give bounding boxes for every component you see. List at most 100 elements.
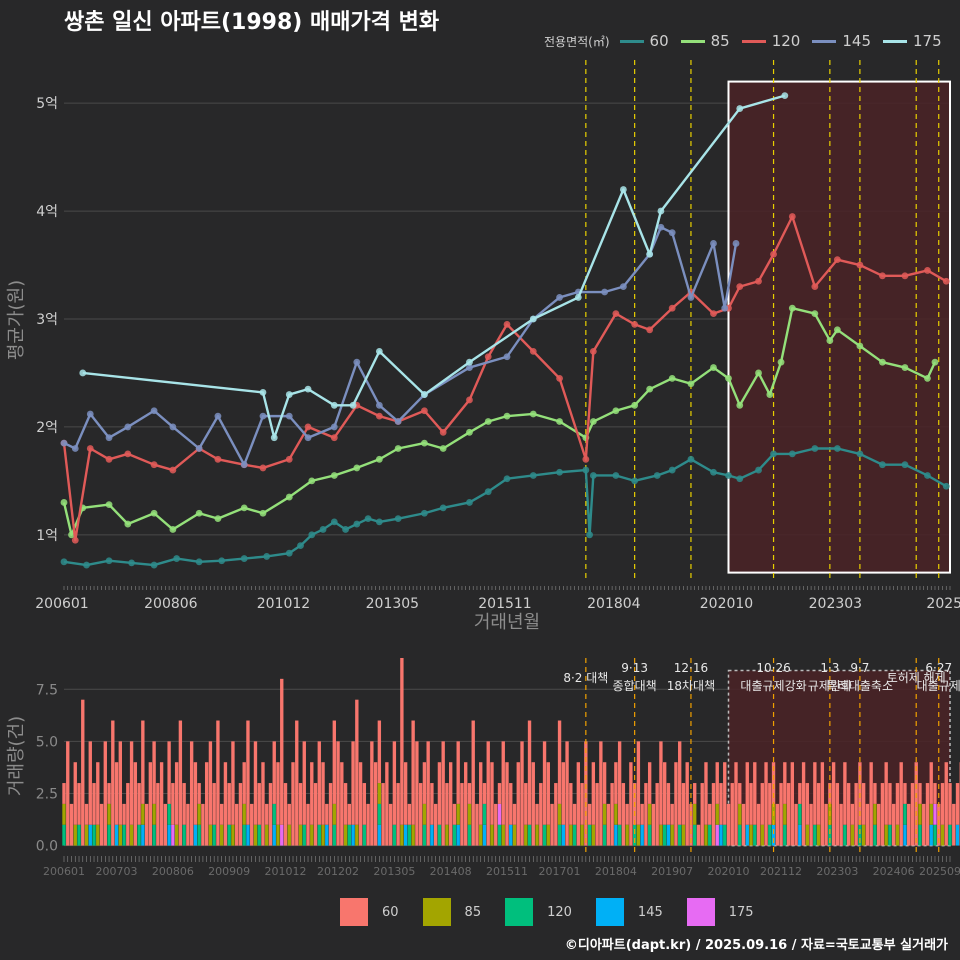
volume-bar [512, 824, 517, 846]
volume-bar [647, 803, 652, 825]
volume-bar [884, 762, 888, 825]
volume-bar [557, 824, 562, 846]
data-point-175 [375, 347, 383, 355]
y-tick-label: 0.0 [36, 839, 58, 855]
policy-label: 18차대책 [667, 678, 715, 693]
data-point-145 [150, 407, 158, 415]
data-point-60 [421, 509, 428, 517]
bottom-legend-item-85: 85 [422, 898, 481, 926]
data-point-85 [755, 369, 762, 377]
volume-bar [625, 803, 629, 825]
volume-bar [227, 824, 231, 846]
volume-bar [471, 720, 475, 846]
data-point-120 [466, 396, 473, 404]
data-point-60 [653, 472, 661, 479]
data-point-60 [811, 445, 819, 452]
volume-bar [681, 783, 686, 825]
data-point-120 [901, 272, 909, 280]
volume-bar [783, 762, 787, 804]
volume-bar [156, 783, 160, 846]
data-point-120 [285, 455, 293, 463]
data-point-60 [687, 455, 695, 463]
volume-bar [775, 803, 779, 846]
volume-bar [77, 824, 81, 846]
volume-bar [366, 803, 370, 846]
volume-bar [377, 803, 382, 825]
volume-bar [843, 762, 847, 825]
data-point-60 [285, 549, 293, 557]
data-point-60 [364, 515, 372, 523]
volume-bar [482, 824, 487, 846]
volume-bar [332, 720, 336, 804]
volume-bar [497, 783, 502, 804]
series-line-85 [62, 307, 937, 537]
volume-bar [415, 741, 419, 846]
data-point-85 [68, 531, 75, 539]
volume-bar [167, 803, 171, 825]
series-line-145 [63, 226, 738, 466]
data-point-120 [668, 304, 676, 312]
volume-bar [753, 824, 757, 846]
volume-bar [681, 824, 686, 846]
data-point-175 [619, 186, 627, 193]
data-point-85 [330, 472, 338, 479]
volume-bar [392, 741, 397, 825]
data-point-145 [732, 240, 740, 247]
volume-bar [636, 824, 641, 846]
data-point-145 [304, 434, 312, 442]
volume-bar [621, 783, 626, 846]
volume-bar [126, 783, 130, 846]
data-point-145 [394, 418, 402, 425]
volume-bar [99, 803, 104, 846]
volume-bar [287, 803, 291, 825]
volume-bar [310, 762, 314, 825]
volume-bar [152, 741, 156, 804]
data-point-60 [725, 472, 732, 479]
data-point-85 [60, 499, 68, 506]
data-point-175 [349, 401, 357, 409]
policy-label: 특례대출축소 [827, 679, 893, 693]
top-legend-label: 85 [710, 32, 730, 50]
x-tick-label: 201305 [373, 865, 415, 878]
volume-bar [118, 824, 122, 846]
volume-bar [824, 803, 828, 846]
y-tick-label: 5.0 [36, 734, 58, 750]
volume-bar [816, 783, 821, 825]
volume-bar [895, 783, 900, 825]
volume-bar [456, 803, 460, 825]
volume-bar [666, 783, 671, 825]
volume-bar [572, 824, 577, 846]
volume-bar [779, 783, 783, 846]
volume-bar [88, 824, 92, 846]
volume-bar [351, 741, 355, 825]
volume-bar [171, 824, 175, 846]
volume-bar [422, 803, 427, 825]
data-point-85 [777, 358, 785, 366]
volume-bar [193, 824, 198, 846]
volume-bar [340, 762, 344, 846]
data-point-120 [856, 261, 864, 269]
volume-bar [295, 720, 299, 846]
volume-bar [137, 824, 141, 846]
volume-bar [572, 803, 577, 825]
policy-label: 8·2 대책 [563, 670, 608, 685]
data-point-120 [924, 267, 931, 274]
data-point-145 [259, 412, 267, 420]
data-point-120 [833, 256, 841, 264]
volume-bar [336, 741, 340, 846]
volume-bar [749, 783, 753, 825]
x-tick-label: 200806 [152, 865, 194, 878]
page-title: 쌍촌 일신 아파트(1998) 매매가격 변화 [64, 10, 440, 35]
data-point-60 [308, 531, 316, 539]
volume-bar [820, 762, 825, 846]
volume-bar [430, 783, 434, 825]
volume-bar [452, 803, 457, 825]
volume-bar [764, 762, 768, 846]
volume-bar [227, 783, 231, 825]
volume-bar [783, 803, 787, 825]
policy-label: 9·13 [621, 661, 648, 675]
top-legend-swatch [680, 39, 705, 43]
policy-label: 대출규제 [917, 679, 960, 693]
data-point-85 [259, 509, 267, 517]
volume-bar [482, 783, 487, 804]
